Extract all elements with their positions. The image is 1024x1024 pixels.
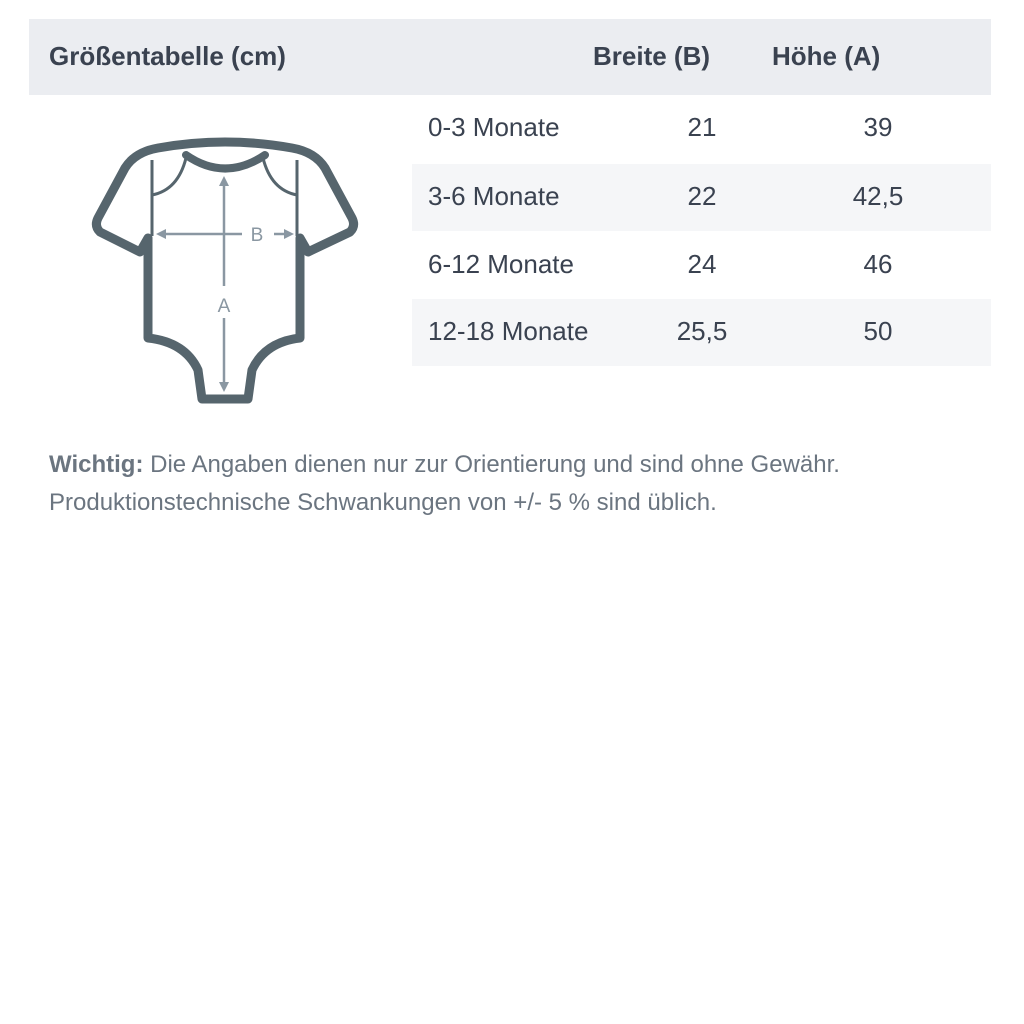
table-row: 0-3 Monate 21 39: [412, 95, 991, 162]
height-cell: 46: [863, 249, 893, 279]
width-cell: 21: [687, 112, 717, 142]
label-a: A: [218, 296, 231, 317]
size-cell: 3-6 Monate: [428, 181, 560, 211]
height-cell: 39: [863, 112, 893, 142]
table-title: Größentabelle (cm): [49, 41, 286, 71]
note-line-2: Produktionstechnische Schwankungen von +…: [49, 489, 717, 516]
column-header-width: Breite (B): [593, 41, 711, 71]
size-cell: 0-3 Monate: [428, 112, 560, 142]
table-row: 6-12 Monate 24 46: [412, 232, 991, 299]
table-row: 12-18 Monate 25,5 50: [412, 299, 991, 366]
width-cell: 24: [687, 249, 717, 279]
width-cell: 22: [687, 181, 717, 211]
note-line-1: Die Angaben dienen nur zur Orientierung …: [150, 451, 840, 478]
label-b: B: [251, 225, 264, 246]
height-cell: 50: [863, 316, 893, 346]
bodysuit-diagram-icon: B A: [91, 137, 359, 404]
size-cell: 6-12 Monate: [428, 249, 574, 279]
size-cell: 12-18 Monate: [428, 316, 589, 346]
note-label: Wichtig:: [49, 451, 144, 478]
height-cell: 42,5: [852, 181, 904, 211]
column-header-height: Höhe (A): [772, 41, 881, 71]
width-cell: 25,5: [676, 316, 728, 346]
table-header: Größentabelle (cm) Breite (B) Höhe (A): [29, 19, 991, 95]
table-row: 3-6 Monate 22 42,5: [412, 164, 991, 231]
disclaimer-note: Wichtig: Die Angaben dienen nur zur Orie…: [49, 446, 840, 522]
